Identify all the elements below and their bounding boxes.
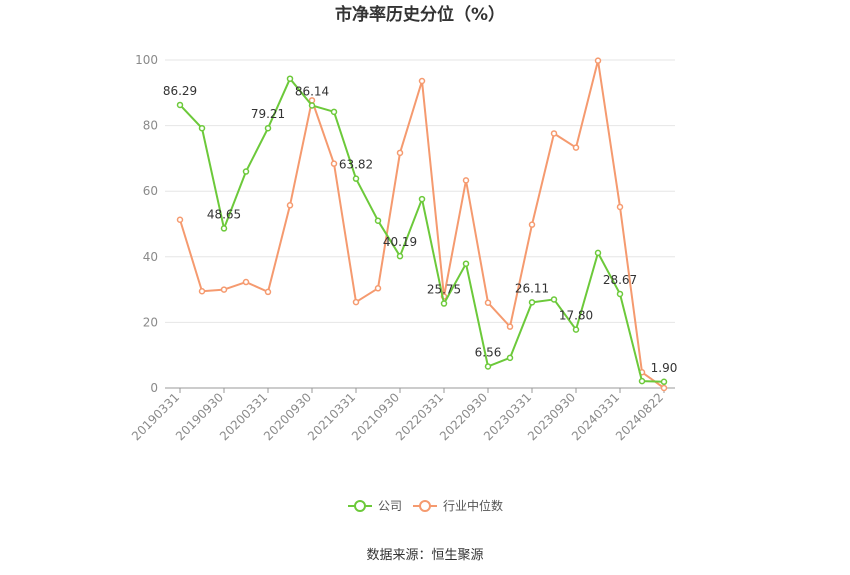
y-tick-label: 40 [143, 250, 158, 264]
data-source: 数据来源：恒生聚源 [366, 548, 483, 563]
legend-industry-label: 行业中位数 [443, 498, 503, 513]
data-label: 1.90 [651, 361, 678, 375]
data-point[interactable] [176, 101, 184, 109]
data-point[interactable] [440, 300, 448, 307]
legend: 公司 行业中位数 [348, 498, 503, 513]
data-point[interactable] [198, 287, 206, 295]
y-tick-label: 20 [143, 315, 158, 329]
chart-title: 市净率历史分位（%） [335, 4, 505, 25]
data-point[interactable] [484, 363, 492, 370]
data-point[interactable] [396, 252, 404, 260]
legend-item-company[interactable]: 公司 [348, 499, 402, 513]
legend-item-industry-median[interactable]: 行业中位数 [413, 498, 503, 513]
data-label: 40.19 [383, 235, 417, 249]
data-point[interactable] [396, 149, 404, 157]
data-point[interactable] [660, 384, 668, 392]
data-point[interactable] [572, 144, 580, 151]
data-point[interactable] [242, 168, 250, 175]
data-point[interactable] [572, 326, 580, 333]
data-point[interactable] [330, 108, 338, 116]
data-point[interactable] [242, 278, 250, 286]
series-company [176, 75, 668, 386]
data-label: 25.75 [427, 283, 461, 297]
data-label: 86.29 [163, 84, 197, 98]
series-industry-median [176, 57, 668, 392]
y-tick-label: 0 [150, 381, 158, 395]
data-point[interactable] [594, 249, 602, 257]
data-point[interactable] [660, 378, 668, 386]
data-point[interactable] [352, 175, 360, 182]
data-label: 17.80 [559, 309, 593, 323]
data-point[interactable] [528, 221, 536, 228]
series-line [179, 77, 665, 383]
legend-industry-marker [419, 500, 431, 512]
data-point[interactable] [330, 160, 338, 167]
data-point[interactable] [550, 130, 558, 137]
data-point[interactable] [616, 290, 624, 298]
data-point[interactable] [264, 288, 272, 296]
data-label: 28.67 [603, 273, 637, 287]
data-point[interactable] [418, 195, 426, 203]
data-point[interactable] [176, 216, 184, 223]
data-point[interactable] [638, 377, 646, 385]
data-point[interactable] [308, 102, 316, 109]
data-label: 63.82 [339, 158, 373, 172]
data-label: 6.56 [475, 345, 502, 359]
data-point[interactable] [198, 124, 206, 132]
data-point[interactable] [528, 299, 536, 306]
y-tick-label: 60 [143, 184, 158, 198]
data-point[interactable] [462, 260, 470, 267]
data-point[interactable] [286, 75, 294, 82]
x-tick-label: 20240822 [613, 390, 666, 443]
y-tick-label: 80 [143, 119, 158, 133]
data-point[interactable] [462, 177, 470, 184]
data-point[interactable] [506, 323, 514, 330]
data-labels: 86.29 48.65 79.21 86.14 63.82 40.19 25.75 6.56 2… [163, 84, 678, 375]
grid-lines [165, 59, 675, 323]
series-lines [176, 57, 668, 392]
x-axis: 2019033120190930202003312020093020210331… [129, 387, 675, 443]
data-point[interactable] [352, 298, 360, 306]
data-point[interactable] [550, 296, 558, 303]
data-point[interactable] [484, 299, 492, 306]
legend-company-label: 公司 [378, 499, 402, 513]
data-point[interactable] [264, 124, 272, 132]
data-point[interactable] [616, 203, 624, 211]
data-label: 79.21 [251, 107, 285, 121]
data-point[interactable] [374, 285, 382, 292]
data-label: 26.11 [515, 281, 549, 295]
data-point[interactable] [220, 286, 228, 293]
legend-company-marker [354, 500, 366, 512]
data-point[interactable] [506, 354, 514, 362]
y-tick-label: 100 [135, 53, 158, 67]
data-point[interactable] [286, 202, 294, 209]
data-point[interactable] [374, 217, 382, 224]
y-axis-ticks: 0 20 40 60 80 100 [135, 53, 158, 395]
data-point[interactable] [418, 77, 426, 85]
data-point[interactable] [220, 225, 228, 232]
data-point[interactable] [594, 57, 602, 64]
data-label: 48.65 [207, 207, 241, 221]
data-label: 86.14 [295, 84, 329, 98]
